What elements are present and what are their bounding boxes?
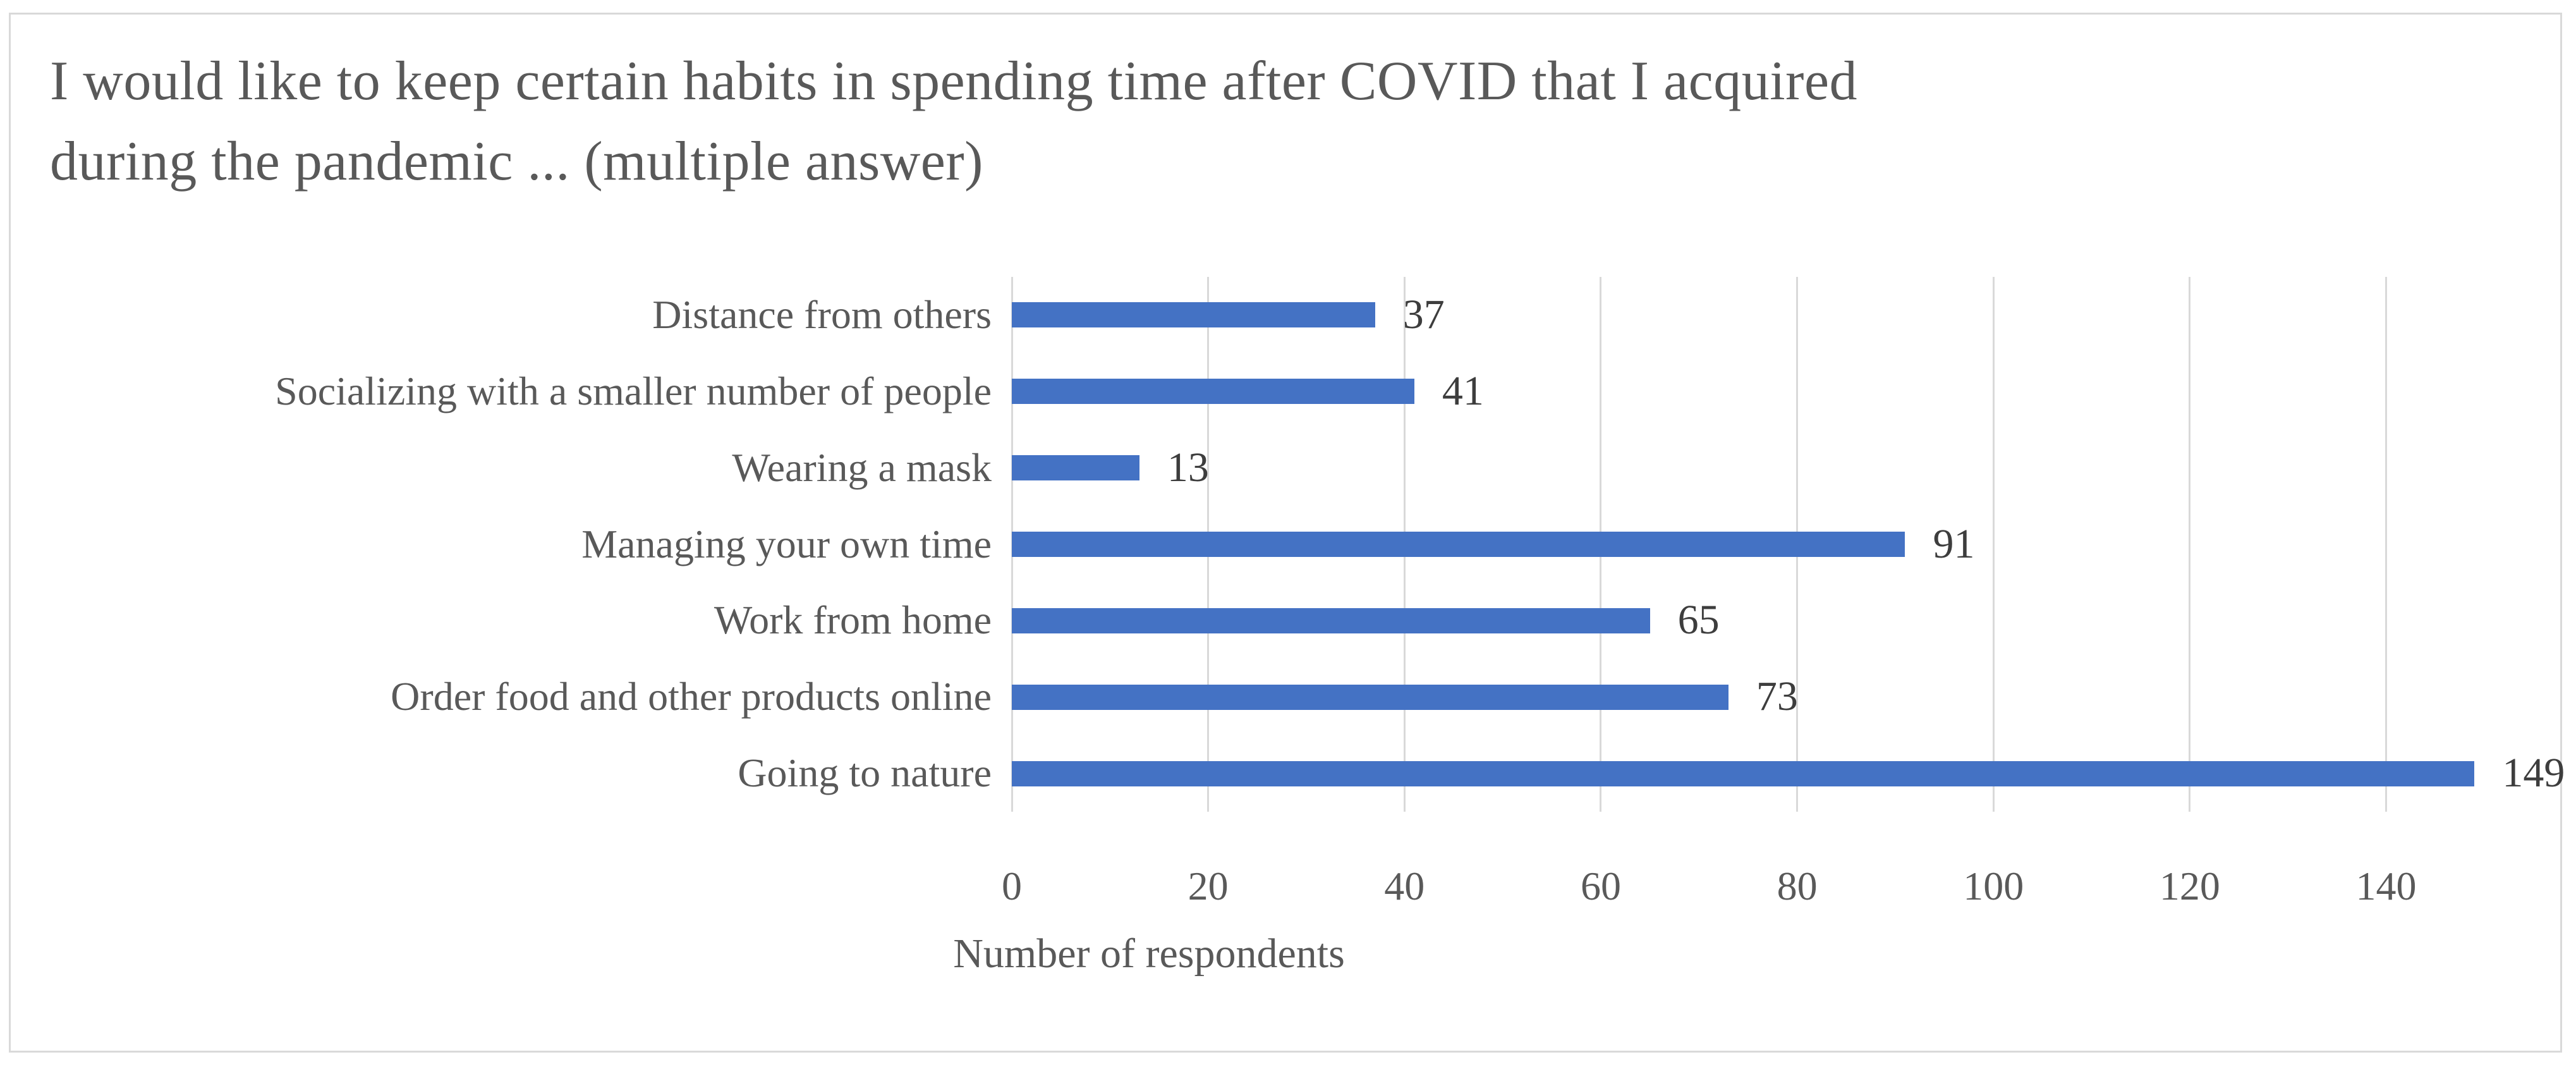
bar [1012, 532, 1905, 557]
bar [1012, 761, 2475, 786]
x-tick-label: 40 [1384, 864, 1425, 908]
category-label: Managing your own time [581, 521, 992, 566]
category-label: Socializing with a smaller number of peo… [275, 368, 992, 413]
data-label: 91 [1933, 520, 1975, 567]
bar [1012, 379, 1414, 405]
chart-frame: I would like to keep certain habits in s… [9, 13, 2565, 1053]
bar [1012, 608, 1650, 633]
gridline [2189, 277, 2191, 812]
x-tick-label: 80 [1777, 864, 1818, 908]
data-label: 41 [1442, 367, 1484, 414]
gridline [2385, 277, 2388, 812]
x-tick-label: 60 [1580, 864, 1621, 908]
category-label: Distance from others [652, 292, 992, 337]
data-label: 13 [1167, 444, 1209, 491]
category-label: Work from home [714, 597, 992, 643]
x-tick-label: 100 [1963, 864, 2024, 908]
data-label: 65 [1677, 597, 1720, 644]
data-label: 149 [2502, 750, 2565, 797]
x-tick-label: 20 [1188, 864, 1229, 908]
x-tick-label: 0 [1002, 864, 1022, 908]
category-label: Wearing a mask [732, 444, 992, 490]
bar [1012, 684, 1728, 710]
data-label: 73 [1756, 673, 1798, 720]
x-axis-title: Number of respondents [953, 931, 1345, 977]
category-label: Order food and other products online [391, 674, 992, 719]
chart-title: I would like to keep certain habits in s… [50, 51, 1858, 192]
x-tick-label: 120 [2159, 864, 2220, 908]
plot-area: 37 41 13 91 65 73 149 [1011, 277, 2565, 812]
gridline [1992, 277, 1995, 812]
data-label: 37 [1402, 291, 1445, 338]
bar [1012, 455, 1139, 481]
category-label: Going to nature [738, 750, 992, 796]
x-tick-label: 140 [2355, 864, 2417, 908]
bar [1012, 302, 1375, 328]
